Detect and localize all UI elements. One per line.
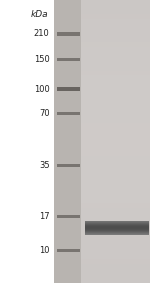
Bar — [57, 32, 80, 35]
Bar — [81, 193, 150, 198]
Text: 35: 35 — [39, 161, 50, 170]
Bar — [54, 0, 81, 283]
Bar — [81, 38, 150, 42]
Bar — [81, 23, 150, 28]
Bar — [81, 104, 150, 108]
Bar — [81, 207, 150, 212]
Bar — [81, 90, 150, 94]
Bar — [81, 278, 150, 283]
Bar — [85, 233, 148, 234]
Bar — [85, 224, 148, 225]
Bar — [54, 0, 150, 283]
Bar — [81, 42, 150, 47]
Bar — [81, 113, 150, 118]
Text: kDa: kDa — [30, 10, 48, 19]
Bar — [81, 118, 150, 123]
Bar — [81, 52, 150, 57]
Bar — [85, 229, 148, 230]
Bar — [81, 165, 150, 170]
Bar — [85, 222, 148, 223]
Bar — [81, 160, 150, 165]
Bar — [81, 198, 150, 203]
Bar — [81, 123, 150, 127]
Bar — [81, 274, 150, 278]
Text: 17: 17 — [39, 212, 50, 221]
Bar — [57, 112, 80, 115]
Bar — [57, 58, 80, 61]
Text: 10: 10 — [39, 246, 50, 255]
Bar — [85, 234, 148, 235]
Bar — [81, 250, 150, 255]
Bar — [81, 179, 150, 184]
Bar — [81, 57, 150, 61]
Bar — [81, 245, 150, 250]
Bar — [57, 215, 80, 218]
Bar — [85, 228, 148, 229]
Bar — [81, 137, 150, 142]
Bar — [81, 255, 150, 260]
Bar — [81, 108, 150, 113]
Bar — [81, 9, 150, 14]
Bar — [81, 14, 150, 19]
Bar — [81, 61, 150, 66]
Bar — [81, 132, 150, 137]
Bar — [81, 66, 150, 71]
Bar — [81, 146, 150, 151]
Bar — [85, 230, 148, 231]
Text: 150: 150 — [34, 55, 50, 64]
Bar — [85, 232, 148, 233]
Bar — [81, 85, 150, 90]
Bar — [85, 223, 148, 224]
Bar — [85, 227, 148, 228]
Text: 70: 70 — [39, 109, 50, 118]
Bar — [81, 71, 150, 76]
Bar — [81, 170, 150, 175]
Bar — [57, 87, 80, 91]
Bar — [57, 249, 80, 252]
Bar — [81, 94, 150, 99]
Text: 210: 210 — [34, 29, 50, 38]
Bar — [81, 5, 150, 9]
Bar — [81, 184, 150, 189]
Bar — [81, 203, 150, 207]
Bar — [81, 175, 150, 179]
Bar — [85, 231, 148, 232]
Bar — [81, 217, 150, 222]
Bar — [81, 156, 150, 160]
Bar — [81, 260, 150, 264]
Bar — [81, 80, 150, 85]
Bar — [81, 269, 150, 274]
Bar — [81, 231, 150, 236]
Bar — [57, 164, 80, 167]
Bar — [81, 236, 150, 241]
Bar — [81, 142, 150, 146]
Bar — [81, 264, 150, 269]
Text: 100: 100 — [34, 85, 50, 94]
Bar — [81, 127, 150, 132]
Bar — [81, 47, 150, 52]
Bar — [81, 19, 150, 23]
Bar — [81, 0, 150, 5]
Bar — [85, 221, 148, 222]
Bar — [85, 226, 148, 227]
Bar — [81, 76, 150, 80]
Bar — [81, 189, 150, 193]
Bar — [81, 33, 150, 38]
Bar — [85, 225, 148, 226]
Bar — [81, 226, 150, 231]
Bar — [81, 28, 150, 33]
Bar — [81, 151, 150, 156]
Bar — [81, 212, 150, 217]
Bar — [81, 241, 150, 245]
Bar — [81, 99, 150, 104]
Bar — [81, 222, 150, 226]
